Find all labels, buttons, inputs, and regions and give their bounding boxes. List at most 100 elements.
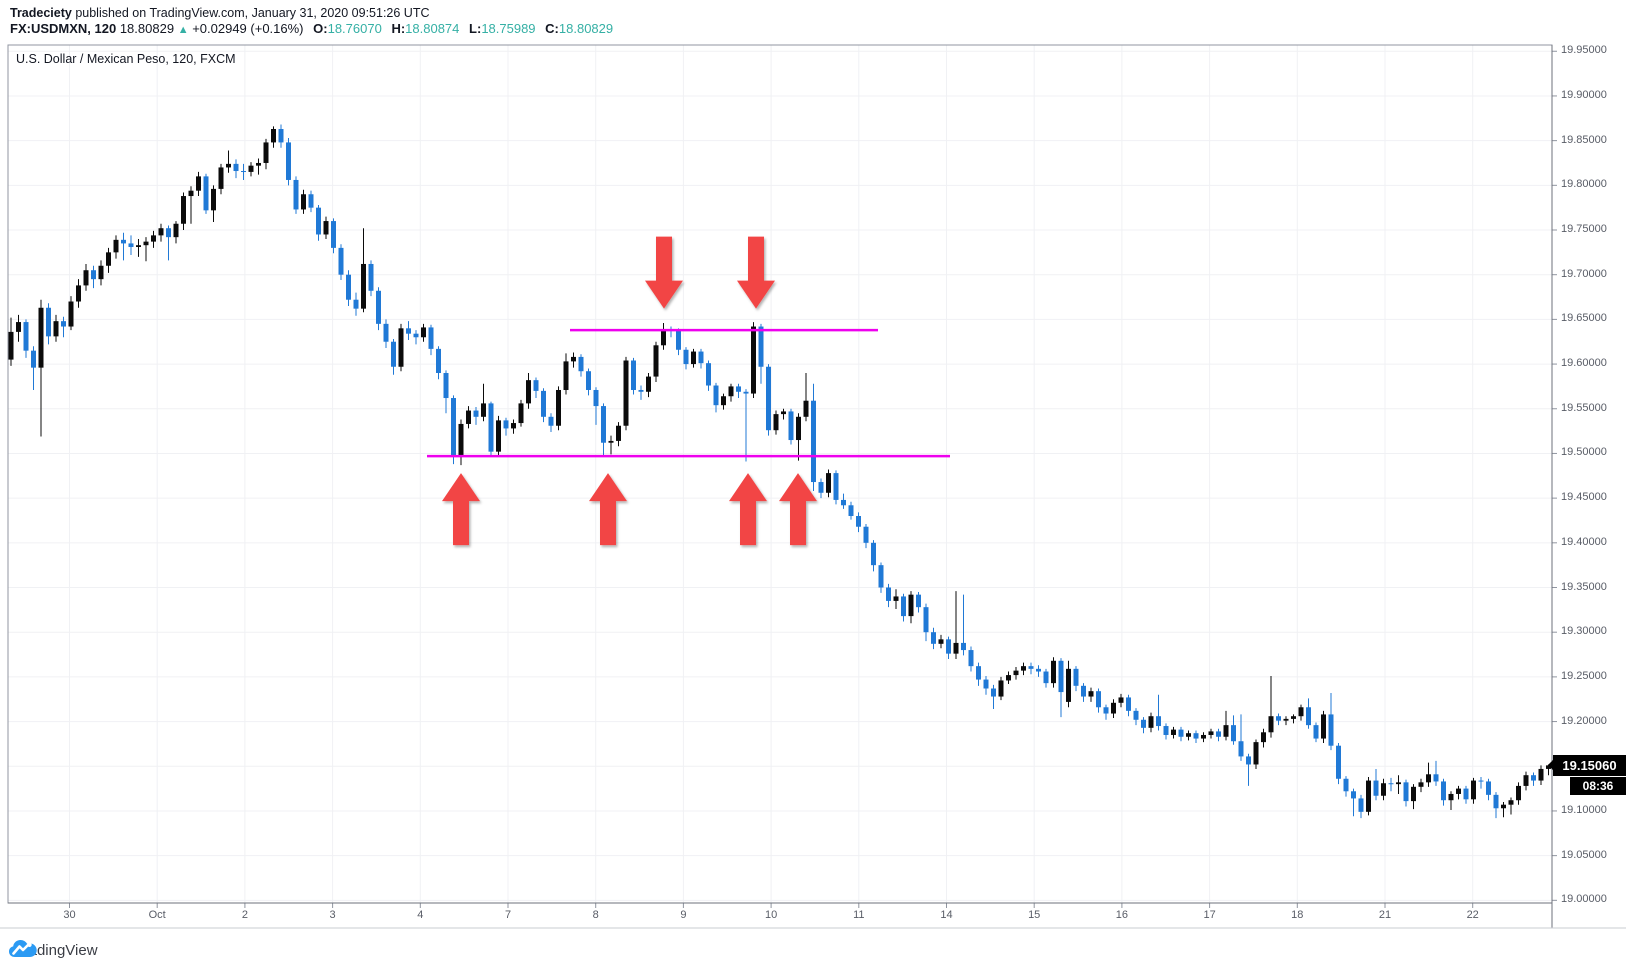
candle-body [1096,691,1101,708]
candle-body [616,425,621,441]
tradingview-logo[interactable]: TradingView [8,936,98,964]
candle-body [391,341,396,367]
publish-line: Tradeciety published on TradingView.com,… [10,6,429,20]
candle-body [1118,697,1124,703]
candle-body [466,410,471,424]
candle-body [241,171,246,173]
resistance-down-arrow [737,236,775,309]
candle-body [676,331,681,350]
date-tick: 16 [1115,909,1129,921]
candle-body [1433,774,1439,782]
candle-body [218,167,224,189]
candle-body [203,176,209,211]
candle-body [608,440,614,443]
candle-body [1366,780,1371,812]
candle-body [1306,707,1311,726]
high-value: 18.80874 [405,21,460,36]
date-tick: 30 [63,909,76,921]
candle-body [443,373,449,399]
candle-body [826,473,831,493]
candle-body [743,391,749,394]
support-up-arrow [779,473,817,546]
candle-body [1441,781,1446,801]
candle-body [1253,742,1259,765]
candle-body [151,235,156,242]
candle-body [526,380,531,404]
price-tick: 19.85000 [1561,133,1607,146]
candle-body [1373,780,1379,796]
candle-body [1058,660,1064,693]
candle-body [233,163,239,172]
candle-body [841,499,846,506]
price-tick: 19.10000 [1561,803,1607,816]
candle-body [1186,733,1191,737]
candle-body [623,360,629,426]
candle-body [788,411,794,441]
candle-body [113,239,119,253]
candle-body [346,274,351,300]
candle-body [1261,732,1266,743]
candle-body [61,321,66,327]
ticker-line: FX:USDMXN, 120 18.80829 ▲ +0.02949 (+0.1… [10,21,613,36]
date-tick: 17 [1203,909,1216,921]
candle-body [871,542,876,566]
candle-body [1201,734,1206,739]
candle-body [1216,731,1221,737]
candle-body [248,165,254,172]
candle-body [511,423,516,429]
candle-body [1126,697,1131,711]
candle-body [1268,716,1274,733]
candle-body [338,247,344,275]
candle-body [1238,741,1244,757]
low-value: 18.75989 [481,21,536,36]
candle-body [451,398,456,456]
candle-body [1298,707,1304,717]
resistance-down-arrow [645,236,683,309]
candle-body [1448,793,1454,801]
candle-body [1013,670,1019,676]
candle-body [428,327,434,349]
candle-body [293,179,299,210]
candle-body [1291,716,1296,719]
candle-body [331,221,336,248]
date-tick: 10 [764,909,778,921]
candle-body [503,420,509,429]
candle-body [563,361,569,390]
candle-body [1471,780,1476,800]
price-tick: 19.40000 [1561,535,1607,548]
candle-body [856,516,861,527]
tradingview-logo-text: TradingView [15,941,98,959]
price-tick: 19.00000 [1561,893,1607,906]
candle-body [1036,668,1041,672]
close-value: 18.80829 [558,21,614,36]
candle-body [166,228,171,238]
candle-body [1351,791,1356,799]
candle-body [1051,660,1056,684]
candle-body [1156,716,1161,727]
candle-body [818,482,824,493]
candle-body [893,596,899,601]
candle-body [1178,729,1184,737]
candle-body [1103,707,1109,714]
candle-body [833,473,839,500]
candle-body [1163,726,1169,735]
high-label: H: [391,21,406,36]
candle-body [23,322,29,351]
chart-legend[interactable]: U.S. Dollar / Mexican Peso, 120, FXCM [16,52,236,66]
candle-body [1321,714,1326,739]
candle-body [406,328,411,334]
date-tick: 18 [1291,909,1304,921]
ticker-change: +0.02949 (+0.16%) [192,21,304,36]
price-tick: 19.75000 [1561,223,1607,235]
candle-body [263,142,269,163]
candle-body [413,333,419,338]
candle-body [661,329,666,346]
candle-body [796,416,801,441]
candle-body [916,594,921,608]
price-tick: 19.90000 [1561,88,1607,101]
candle-body [256,162,261,166]
candle-body [1343,778,1349,792]
ticker-symbol: FX:USDMXN, 120 [10,21,117,36]
candle-body [1516,785,1521,801]
